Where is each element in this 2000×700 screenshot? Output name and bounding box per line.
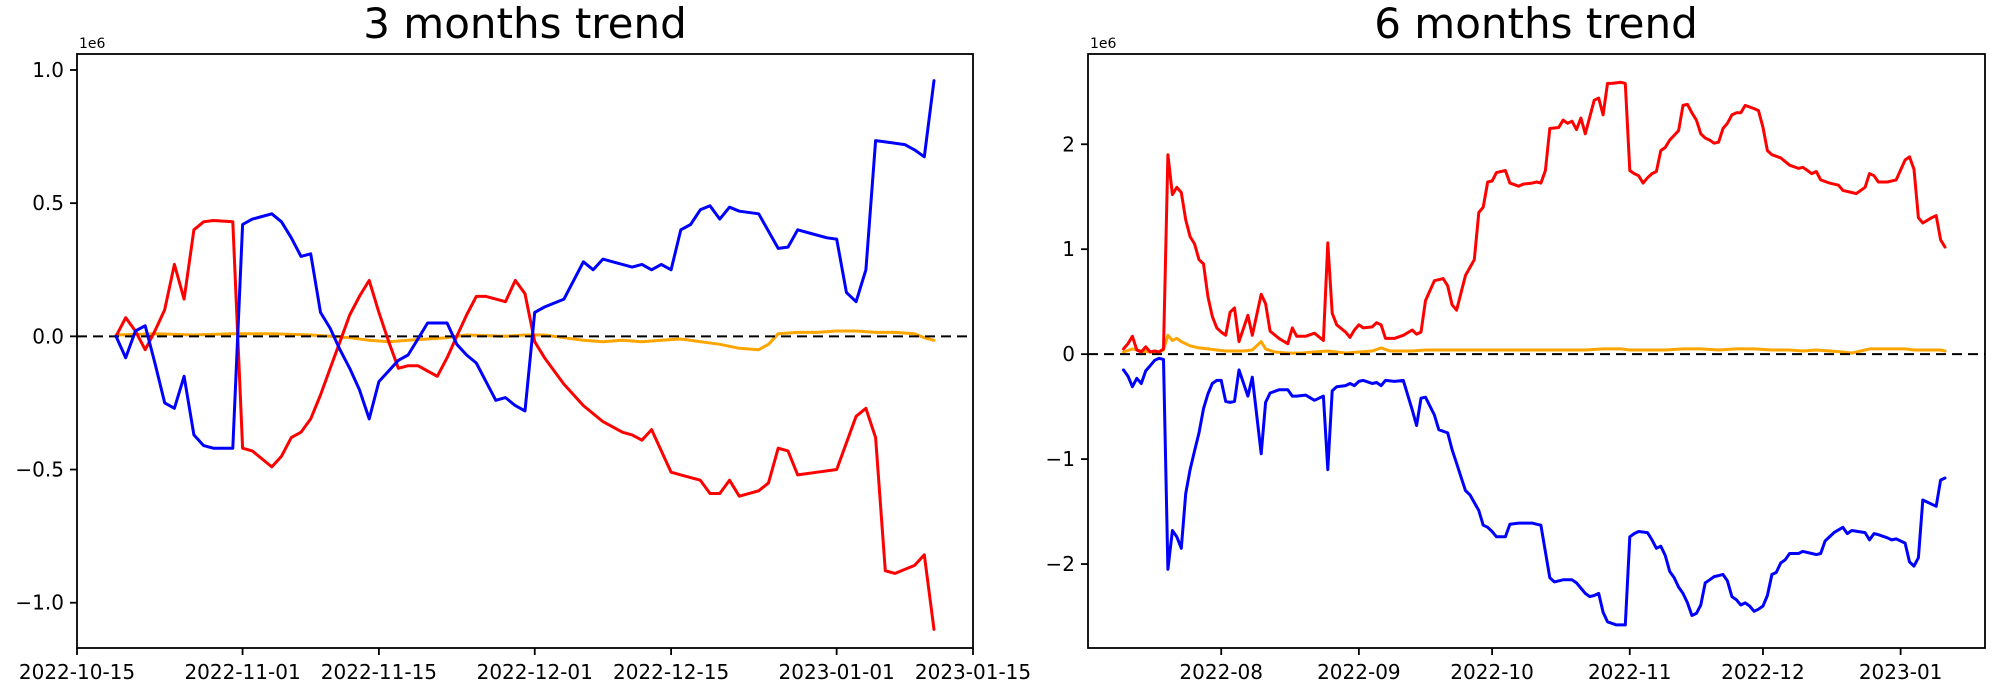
plot-6-months-trend: 2 1 0 −1 −2 2022-08 2022-09 2022-10 2022-11 2022-… [1046,53,1986,684]
x-tick-label: 2022-11-15 [321,660,437,684]
y-tick-label: 0 [1062,342,1075,366]
y-axis-offset-label-left: 1e6 [79,36,106,52]
blue-line [114,79,936,450]
y-tick-label: 0.0 [32,324,64,348]
chart-title-right: 6 months trend [1374,0,1698,48]
y-tick-label: 1.0 [32,58,64,82]
y-axis-offset-label-right: 1e6 [1090,36,1117,52]
x-tick-label: 2022-10-15 [19,660,135,684]
red-line [114,219,936,631]
plot-3-months-trend: 1.0 0.5 0.0 −0.5 −1.0 2022-10-15 2022-11-01 202… [15,53,1031,684]
y-tick-label: −2 [1046,552,1075,576]
blue-line [1122,356,1947,627]
x-tick-label: 2022-12 [1721,660,1805,684]
y-tick-label: −0.5 [15,458,64,482]
y-tick-label: 0.5 [32,191,64,215]
red-line [1122,80,1947,354]
x-tick-label: 2023-01-15 [915,660,1031,684]
x-tick-label: 2022-11-01 [184,660,300,684]
x-tick-label: 2023-01-01 [779,660,895,684]
x-tick-label: 2022-09 [1317,660,1401,684]
orange-line [1122,333,1947,355]
y-tick-label: −1.0 [15,591,64,615]
plot-frame [1087,53,1986,649]
y-tick-label: −1 [1046,447,1075,471]
x-tick-label: 2022-10 [1450,660,1534,684]
x-tick-label: 2022-11 [1588,660,1672,684]
chart-title-left: 3 months trend [363,0,687,48]
x-tick-label: 2022-08 [1179,660,1263,684]
x-tick-label: 2022-12-01 [477,660,593,684]
x-tick-label: 2022-12-15 [613,660,729,684]
y-tick-label: 2 [1062,132,1075,156]
x-tick-label: 2023-01 [1859,660,1943,684]
y-tick-label: 1 [1062,237,1075,261]
plot-frame [76,53,974,649]
